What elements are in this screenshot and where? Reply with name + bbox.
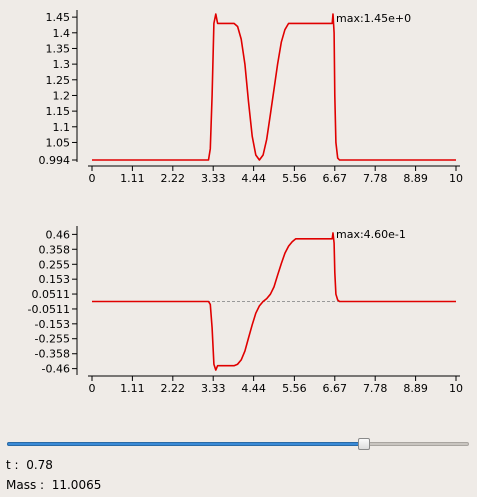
x-tick-label: 7.78 bbox=[363, 382, 388, 395]
x-tick-label: 0 bbox=[89, 172, 96, 185]
y-tick-label: -0.358 bbox=[35, 348, 70, 361]
velocity-chart: 0.46 0.358 0.255 0.153 0.0511 -0.0511 -0.153 -0… bbox=[28, 226, 463, 395]
y-tick-label: -0.46 bbox=[42, 363, 70, 376]
y-tick-label: 1.25 bbox=[46, 74, 71, 87]
y-tick-label: 0.153 bbox=[39, 273, 71, 286]
x-tick-label: 7.78 bbox=[363, 172, 388, 185]
x-tick-label: 2.22 bbox=[161, 172, 186, 185]
time-value: 0.78 bbox=[26, 458, 53, 472]
x-tick-label: 1.11 bbox=[120, 382, 145, 395]
y-tick-label: 0.994 bbox=[39, 154, 71, 167]
y-tick-label: 0.46 bbox=[46, 228, 71, 241]
y-tick-label: -0.0511 bbox=[28, 303, 70, 316]
x-tick-label: 10 bbox=[449, 172, 463, 185]
slider-handle[interactable] bbox=[358, 438, 370, 450]
series-line bbox=[92, 232, 456, 371]
density-chart: 1.45 1.4 1.35 1.3 1.25 1.2 1.15 1.1 1.05 0.994 0 1.… bbox=[39, 10, 463, 185]
x-tick-label: 5.56 bbox=[282, 382, 307, 395]
mass-value: 11.0065 bbox=[51, 478, 102, 492]
y-tick-label: -0.153 bbox=[35, 318, 70, 331]
y-tick-label: 1.35 bbox=[46, 42, 71, 55]
x-tick-label: 10 bbox=[449, 382, 463, 395]
x-tick-label: 4.44 bbox=[241, 382, 266, 395]
time-slider[interactable] bbox=[7, 438, 469, 450]
slider-fill bbox=[7, 442, 364, 446]
y-tick-label: 1.15 bbox=[46, 105, 71, 118]
y-tick-label: -0.255 bbox=[35, 333, 70, 346]
y-tick-label: 1.2 bbox=[53, 89, 71, 102]
x-tick-label: 3.33 bbox=[201, 172, 226, 185]
x-tick-label: 8.89 bbox=[403, 172, 428, 185]
x-tick-label: 6.67 bbox=[323, 172, 348, 185]
max-annotation: max:1.45e+0 bbox=[336, 12, 411, 25]
time-label: t : bbox=[6, 458, 19, 472]
x-tick-label: 1.11 bbox=[120, 172, 145, 185]
y-tick-label: 0.358 bbox=[39, 243, 71, 256]
x-tick-label: 3.33 bbox=[201, 382, 226, 395]
y-tick-label: 1.05 bbox=[46, 136, 71, 149]
x-tick-label: 4.44 bbox=[241, 172, 266, 185]
y-tick-label: 0.255 bbox=[39, 258, 71, 271]
x-tick-label: 6.67 bbox=[323, 382, 348, 395]
y-tick-label: 0.0511 bbox=[32, 288, 71, 301]
y-tick-label: 1.4 bbox=[53, 27, 71, 40]
time-readout: t : 0.78 bbox=[6, 458, 53, 472]
density-plot: 1.45 1.4 1.35 1.3 1.25 1.2 1.15 1.1 1.05 0.994 0 1.… bbox=[0, 0, 477, 190]
mass-label: Mass : bbox=[6, 478, 45, 492]
y-tick-label: 1.3 bbox=[53, 58, 71, 71]
series-line bbox=[92, 13, 456, 161]
x-tick-label: 8.89 bbox=[403, 382, 428, 395]
x-tick-label: 2.22 bbox=[161, 382, 186, 395]
y-tick-label: 1.1 bbox=[53, 121, 71, 134]
x-tick-label: 0 bbox=[89, 382, 96, 395]
x-tick-label: 5.56 bbox=[282, 172, 307, 185]
mass-readout: Mass : 11.0065 bbox=[6, 478, 101, 492]
max-annotation: max:4.60e-1 bbox=[336, 228, 406, 241]
velocity-plot: 0.46 0.358 0.255 0.153 0.0511 -0.0511 -0.153 -0… bbox=[0, 220, 477, 405]
y-tick-label: 1.45 bbox=[46, 11, 71, 24]
